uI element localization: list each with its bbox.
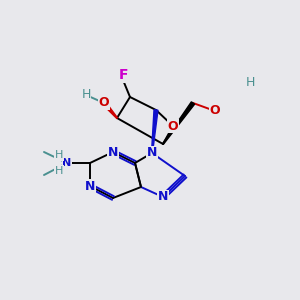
Text: N: N — [158, 190, 168, 203]
Text: N: N — [108, 146, 118, 158]
Text: O: O — [210, 104, 220, 118]
Text: N: N — [85, 179, 95, 193]
Text: H: H — [245, 76, 255, 89]
Text: H: H — [55, 150, 63, 160]
Text: F: F — [118, 68, 128, 82]
Text: O: O — [168, 119, 178, 133]
Text: H: H — [55, 166, 63, 176]
Text: N: N — [62, 158, 72, 168]
Text: O: O — [99, 97, 109, 110]
Text: H: H — [81, 88, 91, 101]
Polygon shape — [152, 110, 158, 153]
Polygon shape — [163, 102, 195, 144]
Polygon shape — [103, 102, 117, 118]
Text: N: N — [147, 146, 157, 160]
